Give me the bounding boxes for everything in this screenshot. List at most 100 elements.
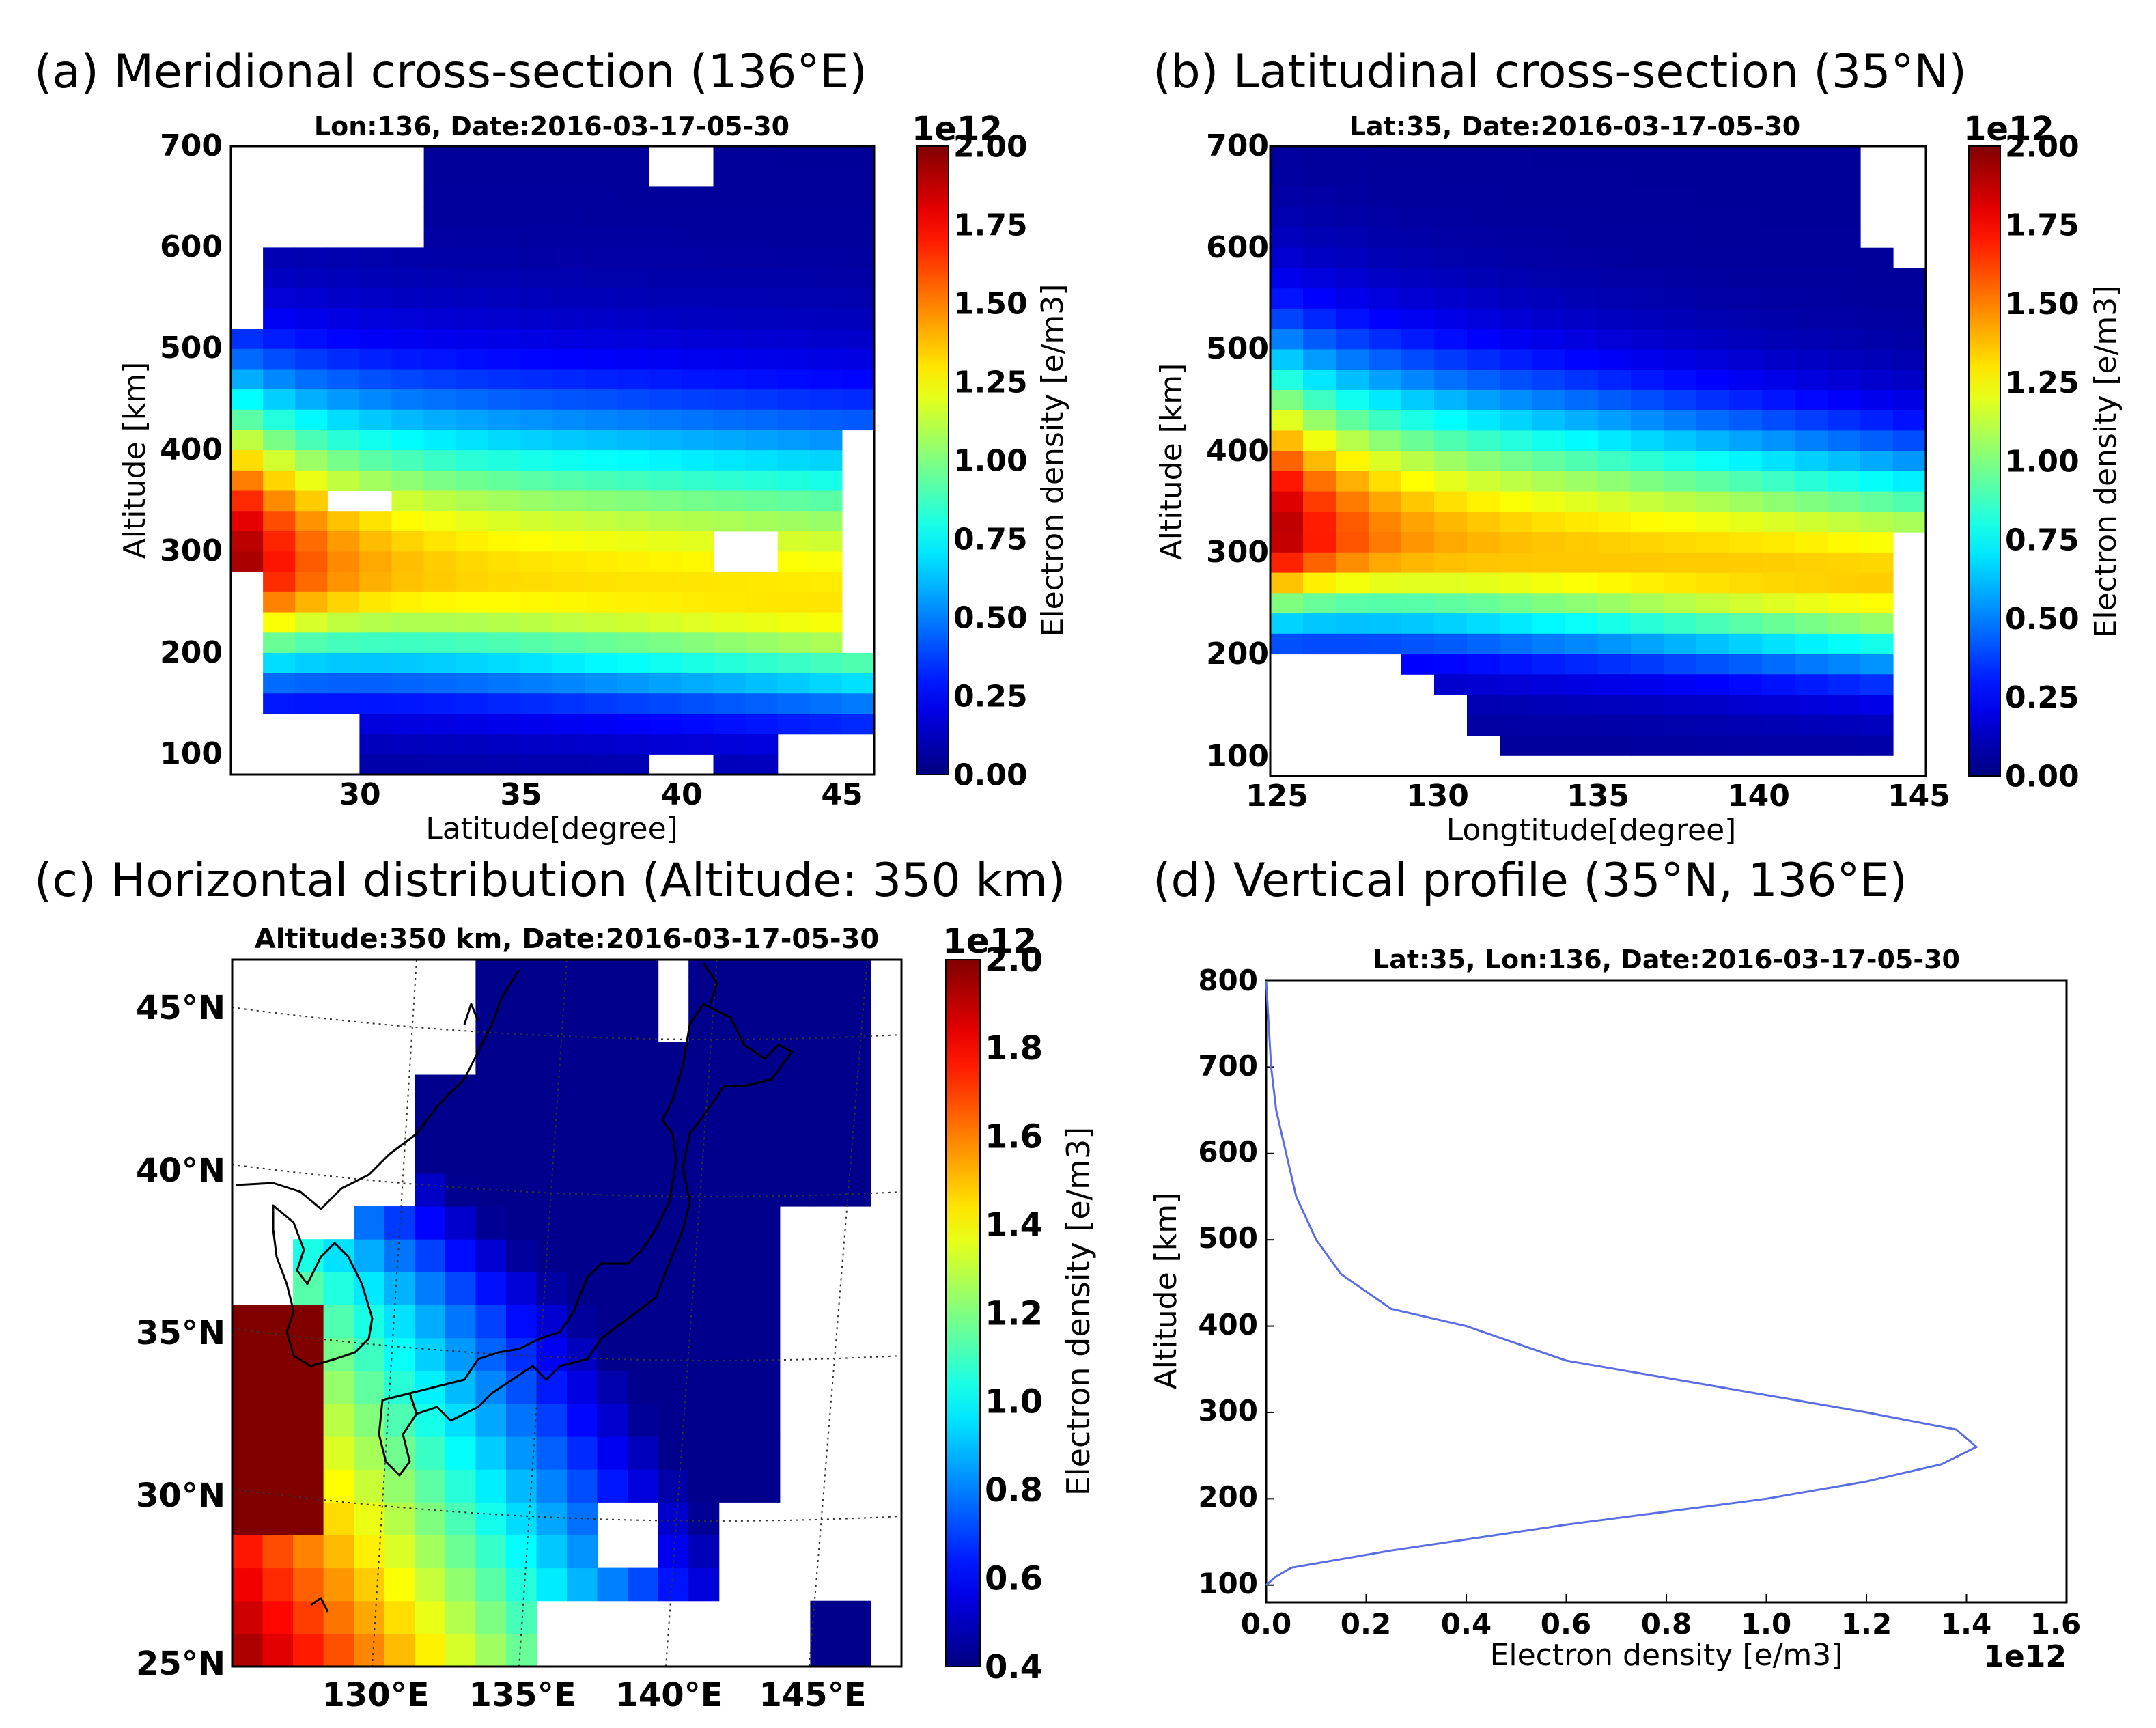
panel-b-ytick: 400 <box>1206 434 1269 469</box>
heatmap-cell <box>1270 389 1304 411</box>
map-cell <box>597 1009 628 1042</box>
heatmap-cell <box>520 591 553 613</box>
panel-b-frame <box>1269 145 1927 777</box>
map-cell <box>567 1305 598 1339</box>
heatmap-cell <box>585 470 617 492</box>
heatmap-cell <box>1565 268 1599 289</box>
heatmap-cell <box>1401 166 1435 187</box>
heatmap-cell <box>1500 146 1533 167</box>
map-cell <box>718 976 750 1009</box>
map-cell <box>505 1140 537 1174</box>
heatmap-cell <box>713 632 746 654</box>
heatmap-cell <box>552 409 585 431</box>
panel-d-heading: (d) Vertical profile (35°N, 136°E) <box>1153 854 1907 908</box>
map-cell <box>415 1107 446 1141</box>
heatmap-cell <box>1696 552 1730 574</box>
panel-b-colorbar-label: Electron density [e/m3] <box>2088 285 2123 639</box>
panel-a-heading: (a) Meridional cross-section (136°E) <box>34 45 867 99</box>
heatmap-cell <box>1467 471 1500 492</box>
heatmap-cell <box>585 714 617 735</box>
heatmap-cell <box>1303 329 1336 350</box>
map-cell <box>810 1633 841 1667</box>
map-cell <box>718 1042 750 1075</box>
map-cell <box>415 1567 446 1602</box>
heatmap-cell <box>713 430 746 451</box>
heatmap-cell <box>1795 451 1828 472</box>
heatmap-cell <box>1500 349 1533 370</box>
panel-d-ytick: 300 <box>1198 1394 1258 1427</box>
heatmap-cell <box>552 288 585 309</box>
panel-b-xtick: 130 <box>1406 779 1469 813</box>
heatmap-cell <box>1467 410 1500 431</box>
heatmap-cell <box>520 288 553 309</box>
heatmap-cell <box>1532 410 1566 431</box>
heatmap-cell <box>1500 654 1533 675</box>
map-cell <box>505 1633 537 1667</box>
heatmap-cell <box>1467 532 1500 553</box>
heatmap-cell <box>391 511 425 532</box>
map-cell <box>597 1469 628 1503</box>
map-cell <box>536 1403 568 1437</box>
heatmap-cell <box>1565 410 1599 431</box>
map-cell <box>779 1107 811 1141</box>
heatmap-cell <box>1860 410 1894 431</box>
map-cell <box>658 1370 689 1404</box>
heatmap-cell <box>1532 491 1566 512</box>
heatmap-cell <box>1795 308 1828 330</box>
heatmap-cell <box>488 531 521 553</box>
heatmap-cell <box>1303 186 1336 208</box>
map-cell <box>354 1436 385 1470</box>
panel-d-ytick: 100 <box>1198 1567 1258 1600</box>
map-cell <box>323 1567 354 1602</box>
heatmap-cell <box>617 551 649 572</box>
heatmap-cell <box>681 369 714 390</box>
heatmap-cell <box>1795 207 1828 228</box>
map-cell <box>262 1535 294 1569</box>
heatmap-cell <box>1434 512 1468 533</box>
map-cell <box>445 1502 476 1535</box>
heatmap-cell <box>552 389 585 410</box>
heatmap-cell <box>1401 532 1435 553</box>
heatmap-cell <box>295 369 328 390</box>
heatmap-cell <box>1598 674 1632 695</box>
heatmap-cell <box>585 632 617 654</box>
map-cell <box>628 960 659 977</box>
heatmap-cell <box>520 714 553 735</box>
heatmap-cell <box>1500 674 1533 695</box>
heatmap-cell <box>1729 512 1763 533</box>
heatmap-cell <box>1664 471 1697 492</box>
heatmap-cell <box>1369 389 1402 411</box>
heatmap-cell <box>1532 532 1566 553</box>
heatmap-cell <box>1500 207 1533 228</box>
heatmap-cell <box>1828 532 1861 553</box>
heatmap-cell <box>295 490 328 512</box>
map-cell <box>567 1370 598 1404</box>
map-cell <box>628 1042 659 1075</box>
map-cell <box>415 1305 446 1339</box>
map-cell <box>688 1370 720 1404</box>
map-cell <box>415 1469 446 1503</box>
heatmap-cell <box>1434 674 1468 695</box>
map-cell <box>840 1633 871 1667</box>
heatmap-cell <box>327 348 360 370</box>
heatmap-cell <box>1434 349 1468 370</box>
heatmap-cell <box>520 673 553 694</box>
map-cell <box>445 1140 476 1174</box>
heatmap-cell <box>423 308 457 329</box>
heatmap-cell <box>1598 207 1632 228</box>
panel-a-colorbar: 1e12 0.00 0.25 0.50 0.75 1.00 1.25 1.50 1.75 2.0… <box>912 110 1070 792</box>
panel-d-xlabel: Electron density [e/m3] <box>1490 1638 1843 1673</box>
heatmap-cell <box>1565 654 1599 675</box>
heatmap-cell <box>1336 227 1369 249</box>
map-cell <box>354 1370 385 1404</box>
heatmap-cell <box>423 207 457 228</box>
heatmap-cell <box>1696 186 1730 208</box>
heatmap-cell <box>1860 695 1894 716</box>
heatmap-cell <box>681 490 714 512</box>
heatmap-cell <box>552 430 585 451</box>
map-cell <box>536 1107 568 1141</box>
heatmap-cell <box>327 389 360 410</box>
heatmap-cell <box>1434 532 1468 553</box>
map-cell <box>749 1305 781 1339</box>
heatmap-cell <box>1500 714 1533 736</box>
